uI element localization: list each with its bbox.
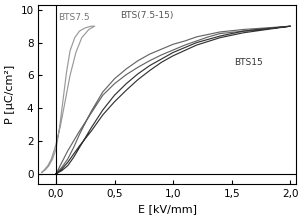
Text: BTS(7.5-15): BTS(7.5-15) xyxy=(120,11,174,20)
Y-axis label: P [μC/cm²]: P [μC/cm²] xyxy=(5,65,15,124)
Text: BTS7.5: BTS7.5 xyxy=(58,13,90,22)
X-axis label: E [kV/mm]: E [kV/mm] xyxy=(138,204,197,214)
Text: BTS15: BTS15 xyxy=(234,58,263,67)
